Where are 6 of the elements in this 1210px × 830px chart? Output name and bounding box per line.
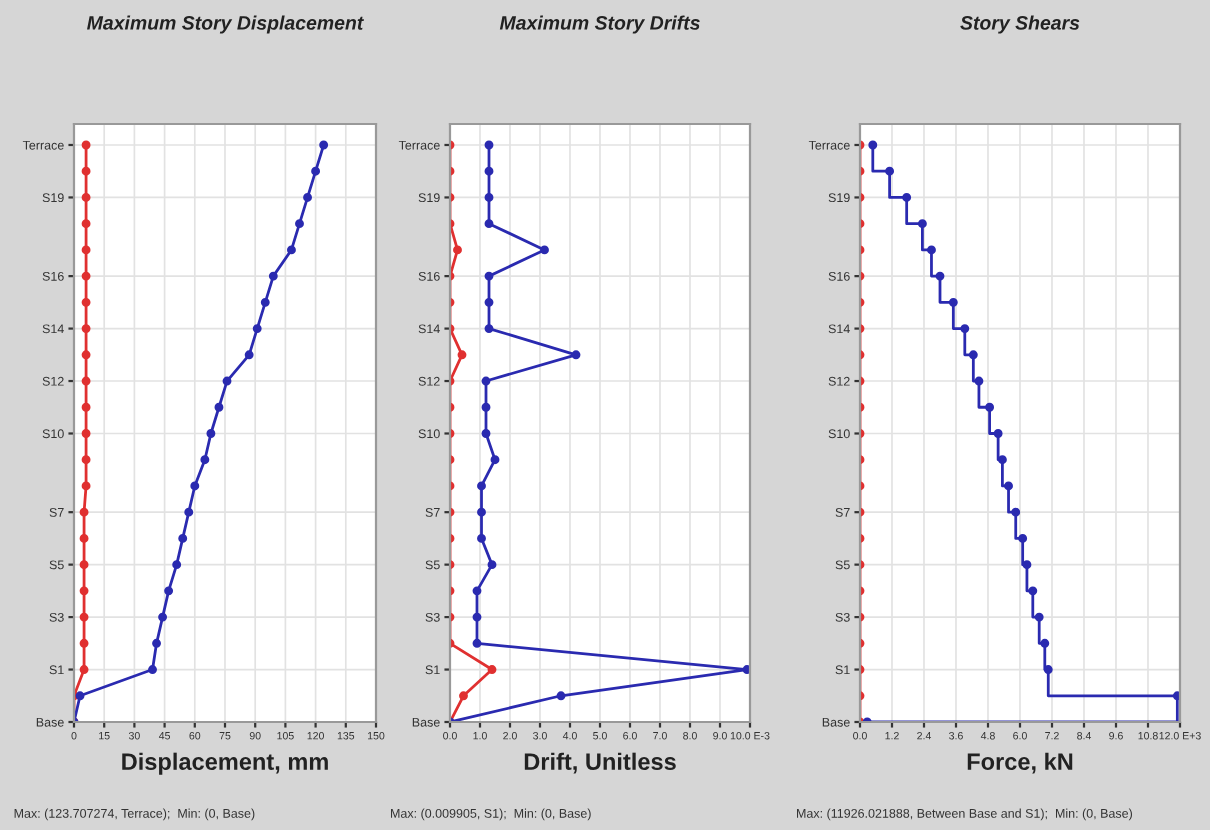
chart-title: Maximum Story Displacement [87,15,364,34]
x-axis-title: Drift, Unitless [524,752,676,774]
x-axis-title: Force, kN [967,752,1073,774]
chart-title: Maximum Story Drifts [499,15,700,34]
x-axis-title: Displacement, mm [122,752,328,775]
chart-title: Story Shears [960,15,1080,34]
